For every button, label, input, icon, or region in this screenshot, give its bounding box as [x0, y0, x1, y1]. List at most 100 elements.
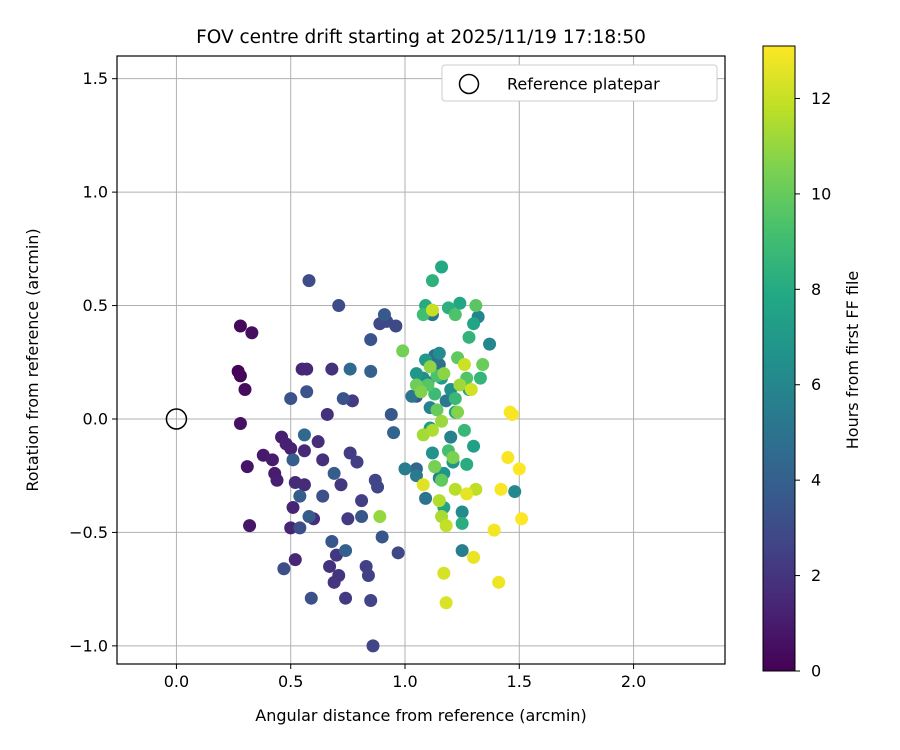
- scatter-point: [316, 453, 330, 467]
- colorbar-tick-label: 12: [811, 89, 831, 108]
- scatter-point: [233, 417, 247, 431]
- scatter-point: [302, 274, 316, 288]
- scatter-point: [332, 299, 346, 313]
- scatter-point: [297, 444, 311, 458]
- scatter-point: [448, 482, 462, 496]
- scatter-point: [277, 562, 291, 576]
- scatter-point: [396, 344, 410, 358]
- scatter-point: [460, 487, 474, 501]
- scatter-point: [389, 319, 403, 333]
- scatter-point: [325, 362, 339, 376]
- scatter-point: [423, 360, 437, 374]
- scatter-point: [439, 596, 453, 610]
- scatter-point: [455, 505, 469, 519]
- scatter-point: [435, 473, 449, 487]
- scatter-point: [448, 308, 462, 322]
- scatter-point: [325, 534, 339, 548]
- scatter-point: [435, 260, 449, 274]
- x-axis-ticks: 0.0 0.5 1.0 1.5 2.0: [164, 664, 646, 691]
- scatter-point: [240, 460, 254, 474]
- scatter-point: [460, 457, 474, 471]
- scatter-point: [286, 500, 300, 514]
- scatter-point: [414, 385, 428, 399]
- scatter-point: [446, 451, 460, 465]
- legend-box: [441, 64, 718, 102]
- y-axis-label: Rotation from reference (arcmin): [23, 228, 42, 491]
- scatter-point: [364, 333, 378, 347]
- scatter-point: [391, 546, 405, 560]
- scatter-point: [293, 489, 307, 503]
- scatter-point: [467, 550, 481, 564]
- scatter-point: [361, 569, 375, 583]
- scatter-point: [377, 308, 391, 322]
- scatter-point: [501, 451, 515, 465]
- colorbar-tick-label: 0: [811, 662, 821, 681]
- scatter-point: [284, 392, 298, 406]
- scatter-point: [448, 392, 462, 406]
- colorbar-tick-label: 6: [811, 375, 821, 394]
- reference-marker: [165, 408, 188, 430]
- scatter-point: [323, 559, 337, 573]
- scatter-point: [334, 478, 348, 492]
- scatter-point: [457, 358, 471, 372]
- scatter-point: [332, 569, 346, 583]
- y-tick-label: 0.0: [83, 409, 108, 428]
- scatter-point: [366, 639, 380, 653]
- x-tick-label: 1.0: [392, 672, 417, 691]
- colorbar-tick-label: 10: [811, 184, 831, 203]
- scatter-point: [428, 387, 442, 401]
- scatter-point: [286, 453, 300, 467]
- scatter-point: [437, 566, 451, 580]
- scatter-point: [515, 512, 529, 526]
- scatter-point: [453, 378, 467, 392]
- scatter-point: [327, 466, 341, 480]
- colorbar-tick-label: 2: [811, 566, 821, 585]
- scatter-point: [343, 446, 357, 460]
- scatter-point: [416, 478, 430, 492]
- scatter-point: [444, 430, 458, 444]
- x-tick-label: 2.0: [621, 672, 646, 691]
- scatter-point: [483, 337, 497, 351]
- x-tick-label: 0.0: [164, 672, 189, 691]
- scatter-point: [238, 382, 252, 396]
- scatter-point: [428, 460, 442, 474]
- scatter-point: [304, 591, 318, 605]
- scatter-point: [487, 523, 501, 537]
- scatter-point: [398, 462, 412, 476]
- reference-marker-group: [165, 408, 188, 430]
- scatter-point: [455, 516, 469, 530]
- scatter-point: [462, 330, 476, 344]
- colorbar-label: Hours from first FF file: [843, 271, 862, 450]
- scatter-point: [371, 480, 385, 494]
- legend-label: Reference platepar: [507, 75, 660, 94]
- scatter-point: [373, 510, 387, 524]
- scatter-point: [425, 274, 439, 288]
- chart-title: FOV centre drift starting at 2025/11/19 …: [196, 27, 646, 48]
- scatter-point: [265, 453, 279, 467]
- scatter-point: [300, 385, 314, 399]
- scatter-point: [284, 441, 298, 455]
- x-axis-label: Angular distance from reference (arcmin): [255, 706, 586, 725]
- scatter-point: [339, 591, 353, 605]
- scatter-point: [425, 303, 439, 317]
- scatter-point: [419, 491, 433, 505]
- scatter-point: [341, 512, 355, 526]
- scatter-point: [387, 426, 401, 440]
- scatter-point: [425, 423, 439, 437]
- colorbar-tick-label: 4: [811, 471, 821, 490]
- legend-marker-icon: [458, 73, 480, 95]
- scatter-point: [409, 469, 423, 483]
- scatter-point: [288, 553, 302, 567]
- scatter-point: [425, 446, 439, 460]
- scatter-point: [512, 462, 526, 476]
- scatter-point: [409, 367, 423, 381]
- scatter-point: [457, 423, 471, 437]
- scatter-point: [233, 319, 247, 333]
- scatter-point: [302, 510, 316, 524]
- scatter-point: [453, 296, 467, 310]
- scatter-point: [243, 519, 257, 533]
- scatter-point: [505, 407, 519, 421]
- scatter-point: [435, 414, 449, 428]
- scatter-point: [297, 478, 311, 492]
